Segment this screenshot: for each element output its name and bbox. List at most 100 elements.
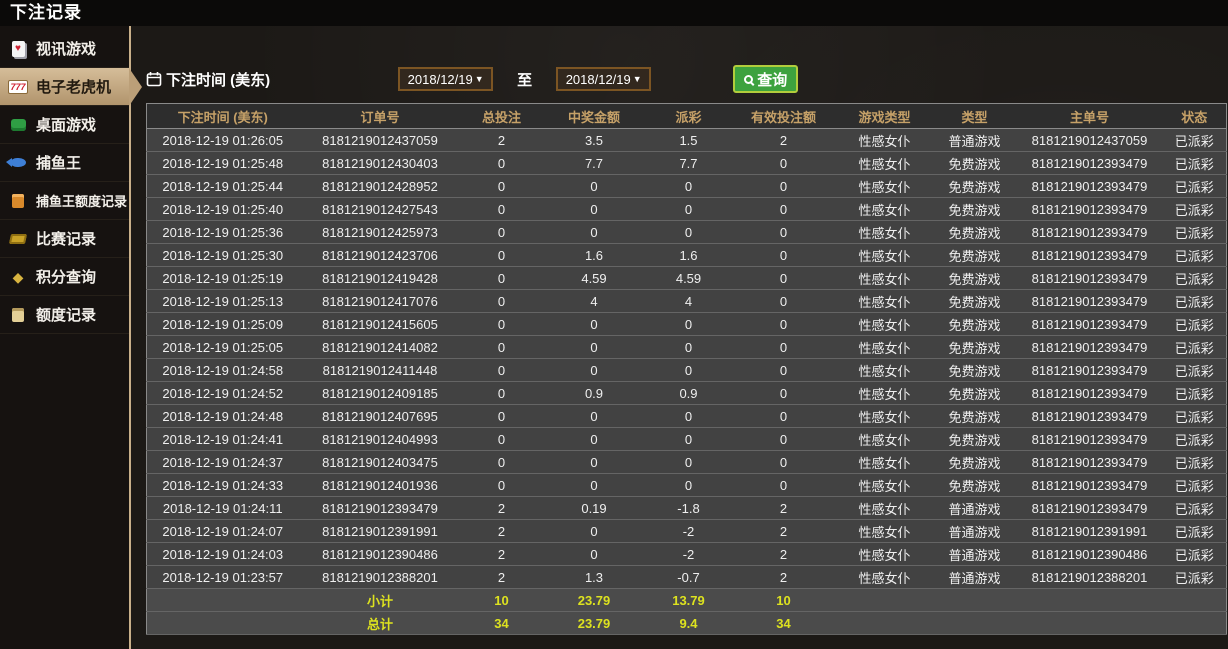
cell-master-order: 8181219012437059 [1016,128,1163,152]
cell-total-bet: 0 [461,220,542,244]
cell-order-no: 8181219012437059 [298,128,462,152]
bet-time-label: 下注时间 (美东) [166,71,271,89]
cell-bet-time: 2018-12-19 01:24:58 [146,358,299,382]
table-row: 2018-12-19 01:24:41 8181219012404993 0 0… [146,427,1227,451]
cell-status: 已派彩 [1162,473,1227,497]
sidebar-item-slots[interactable]: 777 电子老虎机 [0,68,142,106]
cell-type: 免费游戏 [932,335,1017,359]
content: ♥ 视讯游戏 777 电子老虎机 桌面游戏 捕鱼王 捕鱼王额度记录 比赛记录 [0,26,1228,649]
cell-type: 免费游戏 [932,151,1017,175]
cell-bet-time: 2018-12-19 01:25:05 [146,335,299,359]
cell-master-order: 8181219012393479 [1016,197,1163,221]
diamond-icon: ◆ [12,268,24,285]
cell-payout: 4.59 [646,266,731,290]
cell-order-no: 8181219012415605 [298,312,462,336]
cell-type: 普通游戏 [932,519,1017,543]
sidebar-item-label: 捕鱼王额度记录 [36,194,128,209]
sidebar-item-video-games[interactable]: ♥ 视讯游戏 [0,30,129,68]
table-row: 2018-12-19 01:25:30 8181219012423706 0 1… [146,243,1227,267]
cell-total-bet: 2 [461,565,542,589]
cell-bet-time: 2018-12-19 01:24:41 [146,427,299,451]
sidebar-item-match-records[interactable]: 比赛记录 [0,220,129,258]
cell-status: 已派彩 [1162,289,1227,313]
cell-master-order: 8181219012393479 [1016,266,1163,290]
filter-row: 下注时间 (美东) 2018/12/19 ▼ 至 2018/12/19 ▼ 查询 [146,64,1228,94]
cell-valid-bet: 0 [730,473,837,497]
cell-status: 已派彩 [1162,565,1227,589]
query-button[interactable]: 查询 [733,65,799,93]
sidebar-item-label: 桌面游戏 [36,117,97,134]
cell-master-order: 8181219012393479 [1016,312,1163,336]
table-row: 2018-12-19 01:25:44 8181219012428952 0 0… [146,174,1227,198]
table-row: 2018-12-19 01:24:11 8181219012393479 2 0… [146,496,1227,520]
cell-win-amount: 0 [541,473,647,497]
cell-payout: 0.9 [646,381,731,405]
page-title-text: 下注记录 [10,3,82,22]
search-icon [744,74,754,84]
cell-game-type: 性感女仆 [836,243,933,267]
cell-payout: -2 [646,519,731,543]
cell-master-order: 8181219012393479 [1016,450,1163,474]
cell-payout: 1.6 [646,243,731,267]
table-row: 2018-12-19 01:24:33 8181219012401936 0 0… [146,473,1227,497]
cell-bet-time: 2018-12-19 01:25:40 [146,197,299,221]
sidebar-item-label: 比赛记录 [36,231,97,248]
cell-valid-bet: 0 [730,450,837,474]
table-row: 2018-12-19 01:25:36 8181219012425973 0 0… [146,220,1227,244]
cell-status: 已派彩 [1162,519,1227,543]
table-row: 2018-12-19 01:25:40 8181219012427543 0 0… [146,197,1227,221]
cell-empty [146,588,299,612]
cell-game-type: 性感女仆 [836,542,933,566]
cell-bet-time: 2018-12-19 01:25:19 [146,266,299,290]
cell-status: 已派彩 [1162,151,1227,175]
date-from-select[interactable]: 2018/12/19 ▼ [398,67,494,91]
cell-win-amount: 7.7 [541,151,647,175]
cell-valid-bet: 0 [730,335,837,359]
col-header-bet-time: 下注时间 (美东) [146,103,299,129]
total-win: 23.79 [541,611,647,635]
to-label: 至 [517,71,533,89]
cell-type: 普通游戏 [932,565,1017,589]
cell-status: 已派彩 [1162,358,1227,382]
cell-type: 免费游戏 [932,312,1017,336]
cell-total-bet: 0 [461,151,542,175]
cell-bet-time: 2018-12-19 01:25:44 [146,174,299,198]
cell-master-order: 8181219012391991 [1016,519,1163,543]
table-row: 2018-12-19 01:24:07 8181219012391991 2 0… [146,519,1227,543]
cell-type: 免费游戏 [932,404,1017,428]
cell-empty [836,611,933,635]
cell-win-amount: 1.3 [541,565,647,589]
sidebar-item-label: 视讯游戏 [36,41,97,58]
sidebar-item-table-games[interactable]: 桌面游戏 [0,106,129,144]
cell-total-bet: 0 [461,358,542,382]
cell-empty [1016,611,1163,635]
cell-status: 已派彩 [1162,450,1227,474]
col-header-master-order: 主单号 [1016,103,1163,129]
cell-game-type: 性感女仆 [836,519,933,543]
sidebar-item-points-query[interactable]: ◆ 积分查询 [0,258,129,296]
cell-master-order: 8181219012393479 [1016,381,1163,405]
cell-status: 已派彩 [1162,197,1227,221]
total-valid: 34 [730,611,837,635]
sidebar-item-quota-records[interactable]: 额度记录 [0,296,129,334]
cell-master-order: 8181219012393479 [1016,151,1163,175]
sidebar-item-fishing-quota-records[interactable]: 捕鱼王额度记录 [0,182,129,220]
cell-master-order: 8181219012393479 [1016,335,1163,359]
cell-win-amount: 3.5 [541,128,647,152]
cell-order-no: 8181219012403475 [298,450,462,474]
cell-empty [836,588,933,612]
cell-win-amount: 0 [541,358,647,382]
cards-icon: ♥ [8,40,28,58]
sidebar-item-fishing-king[interactable]: 捕鱼王 [0,144,129,182]
sidebar-item-label: 额度记录 [36,307,97,324]
cell-win-amount: 4.59 [541,266,647,290]
cell-payout: -0.7 [646,565,731,589]
cell-order-no: 8181219012404993 [298,427,462,451]
cell-valid-bet: 2 [730,542,837,566]
cell-bet-time: 2018-12-19 01:24:37 [146,450,299,474]
cell-game-type: 性感女仆 [836,128,933,152]
fish-record-icon [8,192,28,210]
main-panel: 下注时间 (美东) 2018/12/19 ▼ 至 2018/12/19 ▼ 查询 [131,26,1228,649]
cell-valid-bet: 0 [730,174,837,198]
date-to-select[interactable]: 2018/12/19 ▼ [556,67,652,91]
